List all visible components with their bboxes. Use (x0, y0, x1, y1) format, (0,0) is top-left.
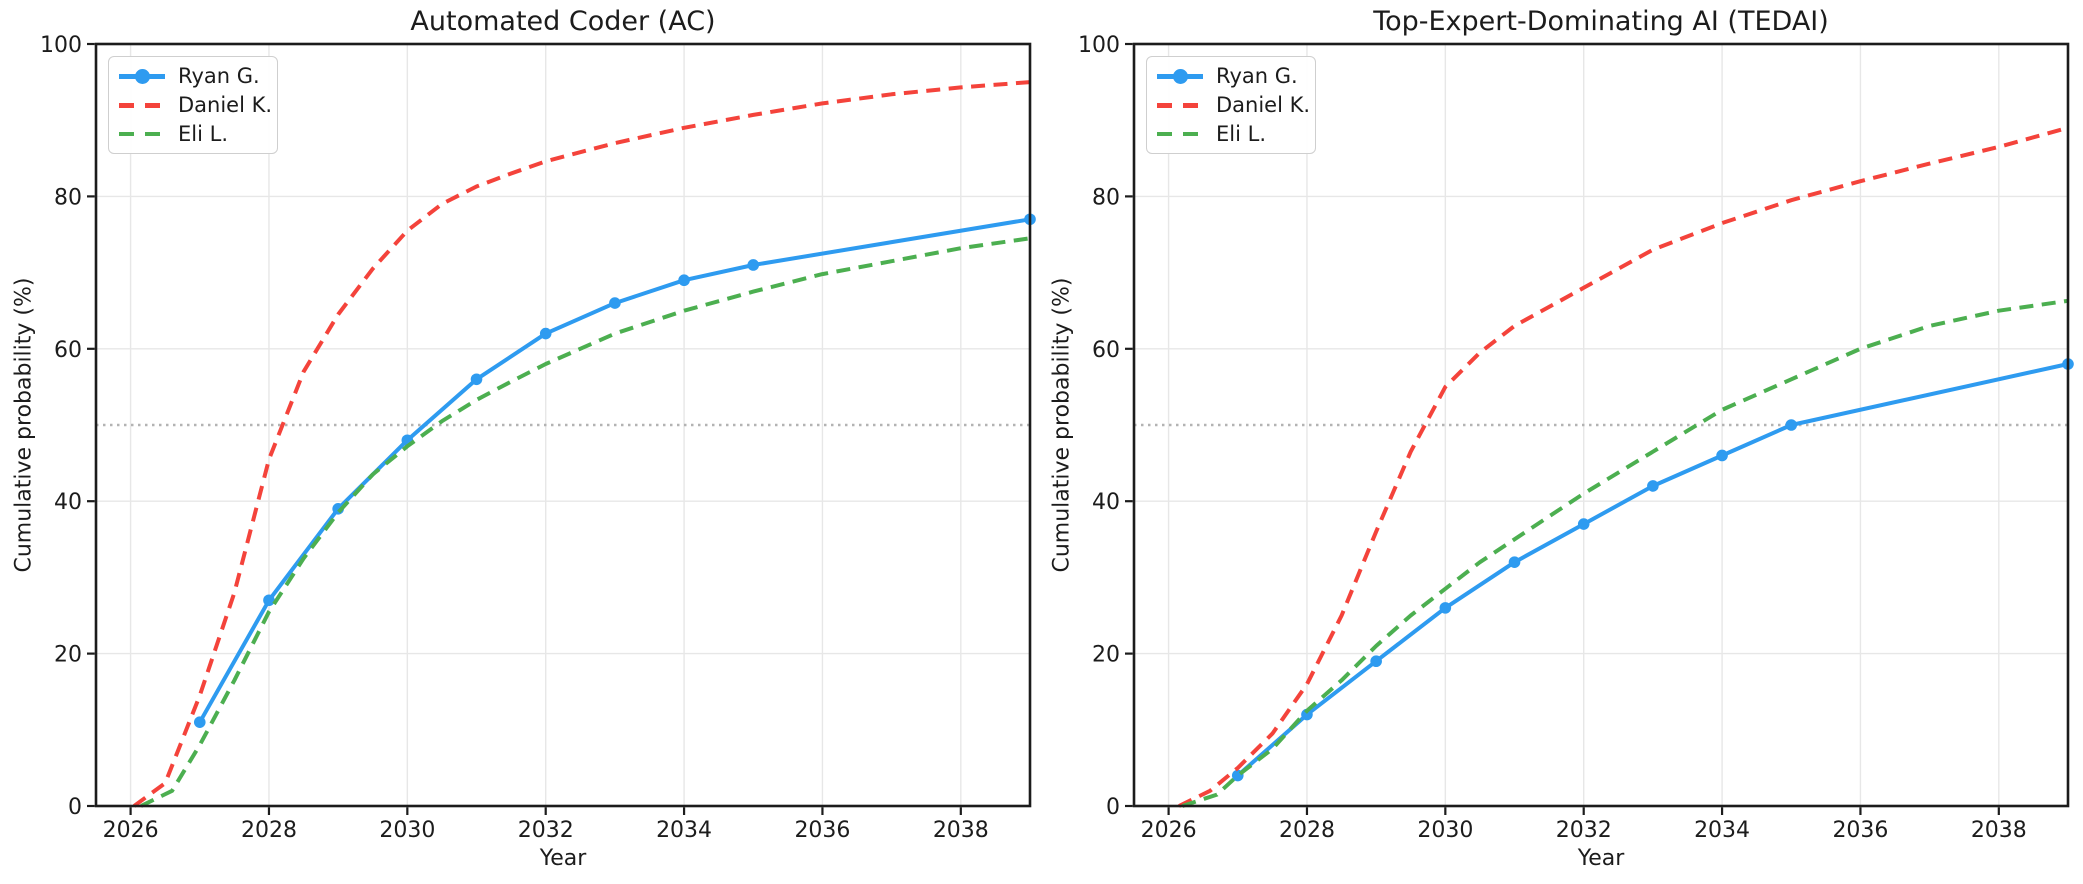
chart-title-ac: Automated Coder (AC) (410, 6, 716, 37)
legend-line-sample-ryan (1157, 66, 1203, 86)
legend-line-sample-eli (119, 124, 165, 144)
x-axis-label-tedai: Year (1577, 846, 1625, 871)
y-tick-label: 60 (1092, 338, 1120, 363)
y-axis-label-tedai: Cumulative probability (%) (1049, 277, 1075, 573)
x-tick-label: 2032 (518, 818, 574, 843)
chart-automated-coder-ac: 2026 2028 2030 2032 2034 2036 2038 0 20 40 60 80 100 (40, 33, 1036, 843)
y-tick-label: 20 (54, 643, 82, 668)
x-tick-label: 2036 (1832, 818, 1888, 843)
x-tick-label: 2036 (794, 818, 850, 843)
series-eli-l (1181, 298, 2069, 808)
y-tick-label: 80 (54, 185, 82, 210)
x-tick-label: 2030 (1417, 818, 1473, 843)
axes-frame (94, 42, 1032, 808)
y-tick-label: 20 (1092, 643, 1120, 668)
axes-frame (1132, 42, 2070, 808)
legend-line-sample-eli (1157, 124, 1203, 144)
series-ryan-g (193, 213, 1036, 728)
x-tick-label: 2038 (1971, 818, 2027, 843)
series-ryan-g (1231, 358, 2074, 782)
legend-item-daniel-k: Daniel K. (1157, 91, 1315, 120)
y-tick-label: 40 (54, 490, 82, 515)
x-tick-label: 2026 (103, 818, 159, 843)
y-axis-label-ac: Cumulative probability (%) (11, 277, 37, 573)
legend-item-ryan-g: Ryan G. (119, 62, 277, 91)
chart-top-expert-dominating-ai-tedai: 2026 2028 2030 2032 2034 2036 2038 0 20 40 60 80 100 (1078, 33, 2074, 843)
legend-item-eli-l: Eli L. (119, 119, 277, 148)
axis-ticks-and-labels: 2026 2028 2030 2032 2034 2036 2038 0 20 40 60 80 100 (40, 33, 989, 843)
legend-label-ryan: Ryan G. (178, 64, 260, 89)
x-tick-label: 2028 (241, 818, 297, 843)
legend-ac: Ryan G. Daniel K. Eli L. (108, 56, 278, 154)
x-tick-label: 2034 (1694, 818, 1750, 843)
y-tick-label: 40 (1092, 490, 1120, 515)
chart-title-tedai: Top-Expert-Dominating AI (TEDAI) (1373, 6, 1829, 37)
x-tick-label: 2030 (379, 818, 435, 843)
x-tick-label: 2032 (1556, 818, 1612, 843)
legend-label-eli: Eli L. (1216, 121, 1266, 146)
legend-item-ryan-g: Ryan G. (1157, 62, 1315, 91)
legend-item-daniel-k: Daniel K. (119, 91, 277, 120)
x-tick-label: 2026 (1141, 818, 1197, 843)
y-tick-label: 100 (1078, 33, 1120, 58)
series-eli-l (140, 236, 1031, 808)
legend-line-sample-daniel (1157, 95, 1203, 115)
y-tick-label: 60 (54, 338, 82, 363)
y-tick-label: 80 (1092, 185, 1120, 210)
y-tick-label: 0 (68, 795, 82, 820)
legend-tedai: Ryan G. Daniel K. Eli L. (1146, 56, 1316, 154)
legend-label-daniel: Daniel K. (1216, 93, 1311, 117)
legend-line-sample-ryan (119, 66, 165, 86)
legend-label-ryan: Ryan G. (1216, 64, 1298, 89)
y-tick-label: 0 (1106, 795, 1120, 820)
y-tick-label: 100 (40, 33, 82, 58)
x-tick-label: 2028 (1279, 818, 1335, 843)
legend-line-sample-daniel (119, 95, 165, 115)
x-tick-label: 2034 (656, 818, 712, 843)
axis-ticks-and-labels: 2026 2028 2030 2032 2034 2036 2038 0 20 40 60 80 100 (1078, 33, 2027, 843)
x-tick-label: 2038 (933, 818, 989, 843)
x-axis-label-ac: Year (539, 846, 587, 871)
legend-label-daniel: Daniel K. (178, 93, 273, 117)
legend-item-eli-l: Eli L. (1157, 119, 1315, 148)
legend-label-eli: Eli L. (178, 121, 228, 146)
